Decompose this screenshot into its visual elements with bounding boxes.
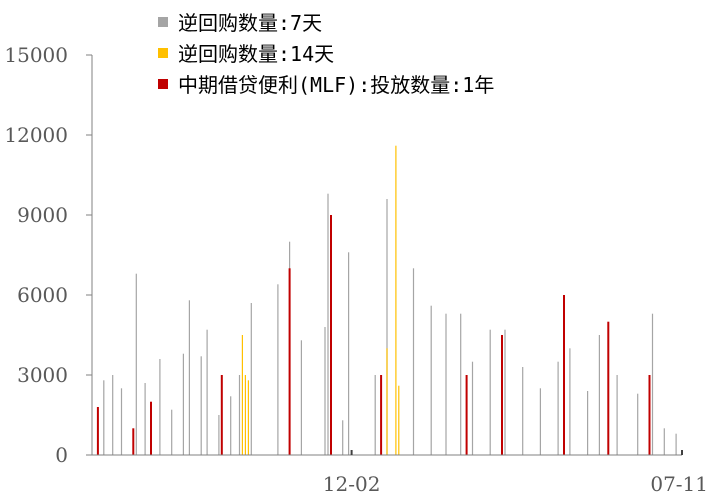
bar-s2-4	[288, 268, 291, 455]
bar-s0-15	[277, 284, 279, 455]
bar-s0-0	[103, 380, 105, 455]
bar-s0-24	[412, 268, 415, 455]
legend: 逆回购数量:7天 逆回购数量:14天 中期借贷便利(MLF):投放数量:1年	[158, 6, 494, 99]
bar-s0-12	[230, 396, 232, 455]
legend-item-mlf: 中期借贷便利(MLF):投放数量:1年	[158, 68, 494, 99]
bar-s0-13	[238, 375, 241, 455]
legend-label-7day: 逆回购数量:7天	[178, 11, 323, 35]
bar-s0-17	[300, 340, 302, 455]
bar-s0-5	[159, 359, 161, 455]
bar-s2-11	[648, 375, 651, 455]
y-tick-label-1: 3000	[17, 363, 68, 387]
bar-s2-7	[465, 375, 468, 455]
y-tick-label-4: 12000	[4, 123, 68, 147]
axes-layer: 0 3000 6000 9000 12000 15000 12-02 07-11	[4, 43, 708, 496]
y-tick-label-5: 15000	[4, 43, 68, 67]
bar-s2-10	[607, 321, 610, 455]
bar-s0-31	[522, 367, 524, 455]
bar-s0-39	[651, 313, 654, 455]
bar-s2-9	[563, 295, 565, 455]
x-tick-label-0: 12-02	[323, 472, 381, 496]
bars-layer	[96, 145, 677, 455]
legend-label-14day: 逆回购数量:14天	[178, 42, 335, 66]
bar-s0-11	[218, 415, 220, 455]
legend-item-14day: 逆回购数量:14天	[158, 37, 494, 68]
bar-s0-18	[324, 327, 326, 455]
legend-label-mlf: 中期借贷便利(MLF):投放数量:1年	[178, 73, 495, 97]
bar-s0-37	[616, 375, 618, 455]
bar-s2-6	[380, 375, 383, 455]
bar-s0-38	[637, 393, 639, 455]
bar-s0-33	[557, 361, 559, 455]
bar-s1-1	[244, 375, 246, 455]
bar-s0-28	[471, 361, 474, 455]
legend-item-7day: 逆回购数量:7天	[158, 6, 494, 37]
bar-s0-20	[342, 420, 344, 455]
bar-s0-35	[587, 391, 589, 455]
bar-s0-34	[569, 348, 571, 455]
legend-swatch-7day	[158, 16, 168, 27]
bar-s1-4	[395, 145, 397, 455]
legend-swatch-mlf	[158, 78, 168, 89]
bar-s0-8	[188, 300, 190, 455]
bar-s0-14	[250, 303, 252, 455]
bar-s2-1	[132, 428, 135, 455]
bar-s0-7	[182, 353, 184, 455]
bar-s0-1	[112, 375, 114, 455]
bar-s1-2	[247, 380, 249, 455]
bar-s0-9	[200, 356, 202, 455]
legend-swatch-14day	[158, 47, 168, 58]
bar-s0-19	[327, 193, 329, 455]
bar-s0-6	[171, 409, 173, 455]
bar-s0-4	[144, 383, 146, 455]
x-tick-label-1: 07-11	[650, 472, 708, 496]
bar-s0-10	[206, 329, 208, 455]
bar-s1-5	[398, 385, 400, 455]
bar-s2-0	[96, 407, 99, 455]
y-tick-label-2: 6000	[17, 283, 68, 307]
bar-s0-32	[539, 388, 541, 455]
bar-s0-26	[445, 313, 447, 455]
bar-s0-27	[460, 313, 462, 455]
bar-s2-8	[501, 335, 503, 455]
bar-s2-2	[150, 401, 152, 455]
bar-s1-0	[241, 335, 243, 455]
bar-s0-36	[598, 335, 600, 455]
bar-s0-25	[430, 305, 432, 455]
bar-s0-22	[374, 375, 376, 455]
bar-s0-2	[120, 388, 123, 455]
bar-s0-21	[348, 252, 350, 455]
bar-s0-3	[135, 273, 137, 455]
bar-s2-3	[220, 375, 223, 455]
y-tick-label-3: 9000	[17, 203, 68, 227]
bar-s0-29	[489, 329, 491, 455]
bar-s0-30	[504, 329, 506, 455]
y-tick-label-0: 0	[55, 443, 68, 467]
bar-s0-40	[663, 428, 665, 455]
bar-s1-3	[386, 348, 388, 455]
bar-s0-23	[386, 199, 388, 455]
bar-s2-5	[330, 215, 332, 455]
bar-s0-41	[675, 433, 677, 455]
